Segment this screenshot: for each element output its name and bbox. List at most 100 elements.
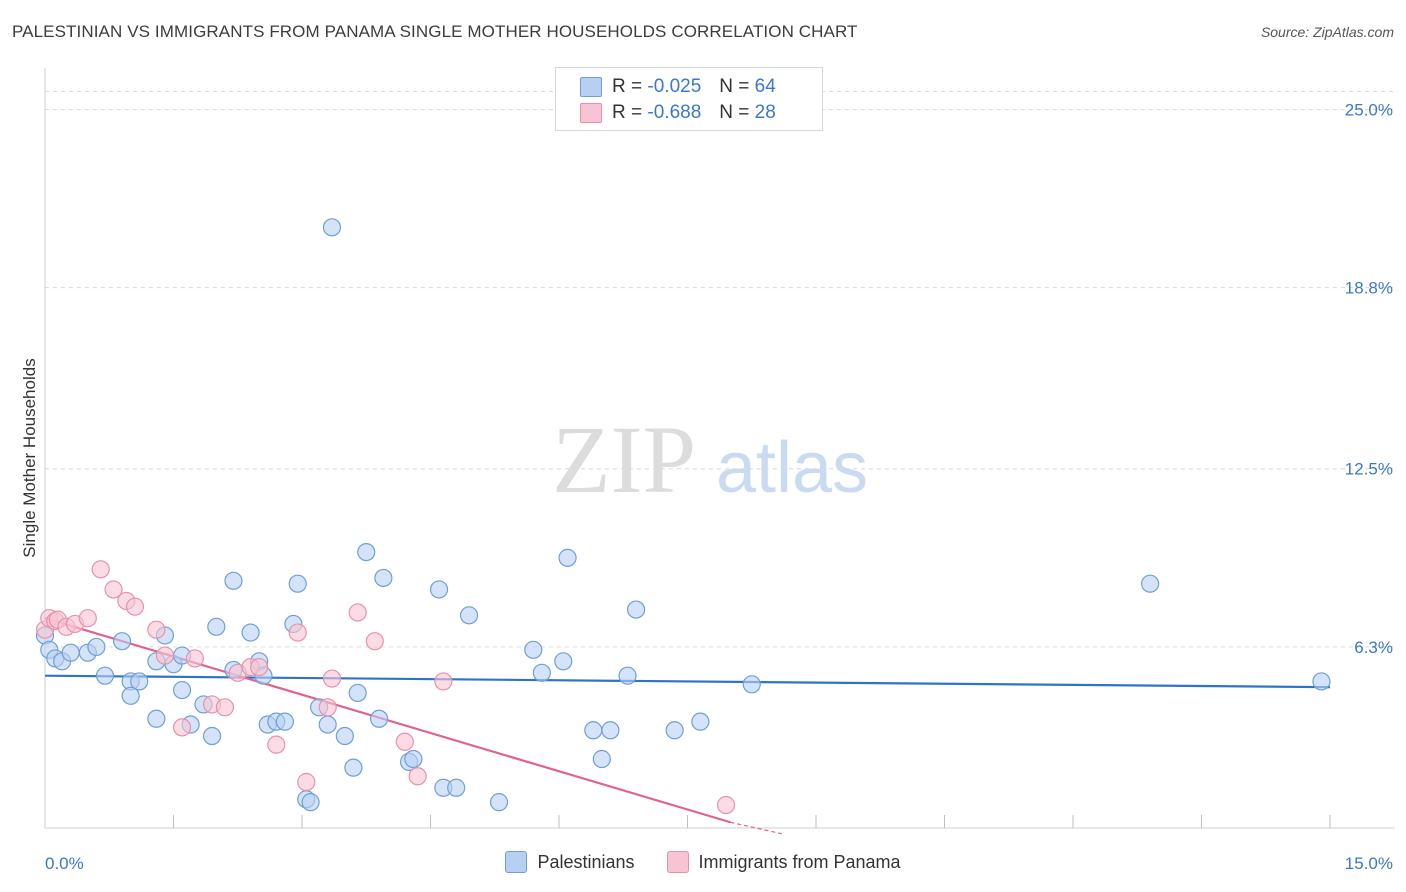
panama-trend-extension bbox=[730, 821, 782, 835]
y-tick-label: 18.8% bbox=[1345, 279, 1393, 298]
legend-n-label: N = bbox=[719, 102, 750, 123]
tick-labels: 6.3% 12.5% 18.8% 25.0% 0.0% 15.0% bbox=[45, 100, 1393, 873]
y-tick-label: 12.5% bbox=[1345, 460, 1393, 479]
palestinian-point bbox=[357, 542, 376, 562]
legend-swatch-pink bbox=[666, 851, 689, 873]
legend-r-value: -0.025 bbox=[647, 76, 702, 97]
palestinian-point bbox=[275, 712, 294, 731]
palestinian-point bbox=[524, 640, 543, 659]
palestinian-point bbox=[447, 778, 466, 797]
panama-point bbox=[185, 649, 205, 668]
palestinian-point bbox=[301, 793, 320, 812]
panama-point bbox=[716, 795, 736, 815]
legend-label-palestinians: Palestinians bbox=[537, 851, 635, 872]
panama-point bbox=[125, 597, 145, 616]
legend-swatch-blue bbox=[580, 77, 602, 97]
palestinian-point bbox=[489, 793, 509, 812]
palestinian-point bbox=[459, 606, 479, 625]
panama-point bbox=[250, 657, 269, 677]
palestinian-point bbox=[626, 600, 646, 619]
palestinian-point bbox=[584, 721, 603, 740]
palestinian-point bbox=[742, 675, 761, 694]
panama-point bbox=[172, 718, 192, 737]
panama-point bbox=[318, 698, 337, 717]
palestinian-point bbox=[404, 749, 423, 769]
legend-n-value: 64 bbox=[754, 76, 776, 97]
panama-point bbox=[365, 632, 384, 651]
stats-legend: R = -0.025 N = 64 R = -0.688 N = 28 bbox=[555, 67, 823, 131]
panama-point bbox=[104, 580, 123, 599]
watermark-zip: ZIP bbox=[552, 406, 696, 513]
palestinian-point bbox=[172, 680, 192, 700]
y-tick-label: 25.0% bbox=[1345, 100, 1393, 119]
panama-point bbox=[147, 620, 166, 639]
watermark-atlas: atlas bbox=[716, 428, 868, 508]
legend-item-palestinians[interactable]: Palestinians bbox=[505, 851, 635, 873]
palestinian-point bbox=[202, 726, 222, 746]
legend-row-palestinians: R = -0.025 N = 64 bbox=[580, 75, 776, 99]
palestinian-point bbox=[344, 758, 363, 777]
palestinian-point bbox=[665, 721, 684, 740]
palestinian-point bbox=[335, 726, 354, 746]
legend-swatch-pink bbox=[580, 103, 602, 123]
grid-lines bbox=[45, 90, 1395, 648]
panama-point bbox=[91, 560, 110, 579]
x-tick-label: 15.0% bbox=[1345, 854, 1393, 873]
palestinian-point bbox=[601, 721, 620, 740]
palestinian-point bbox=[318, 715, 337, 734]
legend-label-panama: Immigrants from Panama bbox=[698, 851, 901, 872]
legend-r-value: -0.688 bbox=[647, 102, 702, 123]
chart-title: PALESTINIAN VS IMMIGRANTS FROM PANAMA SI… bbox=[12, 22, 858, 41]
legend-item-panama[interactable]: Immigrants from Panama bbox=[666, 851, 901, 873]
series-legend: Palestinians Immigrants from Panama bbox=[0, 851, 1406, 873]
legend-n-value: 28 bbox=[754, 102, 776, 123]
legend-r-label: R = bbox=[612, 76, 643, 97]
palestinian-point bbox=[241, 623, 260, 642]
panama-point bbox=[288, 623, 307, 642]
palestinian-point bbox=[374, 568, 393, 588]
x-tick-label: 0.0% bbox=[45, 854, 84, 873]
palestinian-point bbox=[112, 632, 132, 651]
legend-swatch-blue bbox=[505, 851, 528, 873]
palestinian-point bbox=[592, 749, 611, 769]
palestinian-point bbox=[1312, 672, 1331, 691]
palestinian-point bbox=[288, 574, 307, 593]
palestinian-point bbox=[1140, 574, 1160, 593]
palestinian-point bbox=[370, 709, 389, 728]
palestinian-point bbox=[87, 637, 106, 657]
source-credit: Source: ZipAtlas.com bbox=[1260, 24, 1394, 40]
palestinian-point bbox=[130, 672, 149, 691]
palestinian-point bbox=[95, 666, 115, 685]
palestinian-point bbox=[348, 683, 367, 703]
panama-point bbox=[395, 732, 414, 751]
palestinian-point bbox=[532, 663, 551, 682]
palestinian-point bbox=[429, 580, 449, 599]
palestinian-point bbox=[691, 712, 710, 731]
palestinian-point bbox=[147, 709, 166, 728]
panama-point bbox=[297, 772, 316, 792]
panama-point bbox=[215, 698, 234, 717]
panama-point bbox=[408, 767, 427, 786]
axes bbox=[44, 68, 1395, 829]
panama-point bbox=[155, 646, 175, 665]
palestinian-point bbox=[558, 548, 577, 567]
data-points bbox=[35, 218, 1331, 815]
legend-n-label: N = bbox=[719, 76, 750, 97]
panama-point bbox=[322, 669, 342, 688]
legend-row-panama: R = -0.688 N = 28 bbox=[580, 101, 776, 125]
palestinian-point bbox=[618, 666, 637, 685]
panama-point bbox=[267, 735, 286, 754]
legend-r-label: R = bbox=[612, 102, 643, 123]
panama-point bbox=[434, 672, 453, 691]
trend-lines bbox=[44, 617, 1331, 835]
palestinian-point bbox=[554, 652, 573, 671]
panama-point bbox=[78, 609, 97, 628]
palestinian-point bbox=[121, 686, 140, 705]
palestinian-point bbox=[322, 218, 342, 237]
y-tick-label: 6.3% bbox=[1354, 638, 1393, 657]
palestinian-point bbox=[207, 617, 226, 636]
palestinian-point bbox=[61, 643, 80, 662]
palestinian-point bbox=[224, 571, 243, 590]
y-axis-label: Single Mother Households bbox=[20, 358, 39, 557]
